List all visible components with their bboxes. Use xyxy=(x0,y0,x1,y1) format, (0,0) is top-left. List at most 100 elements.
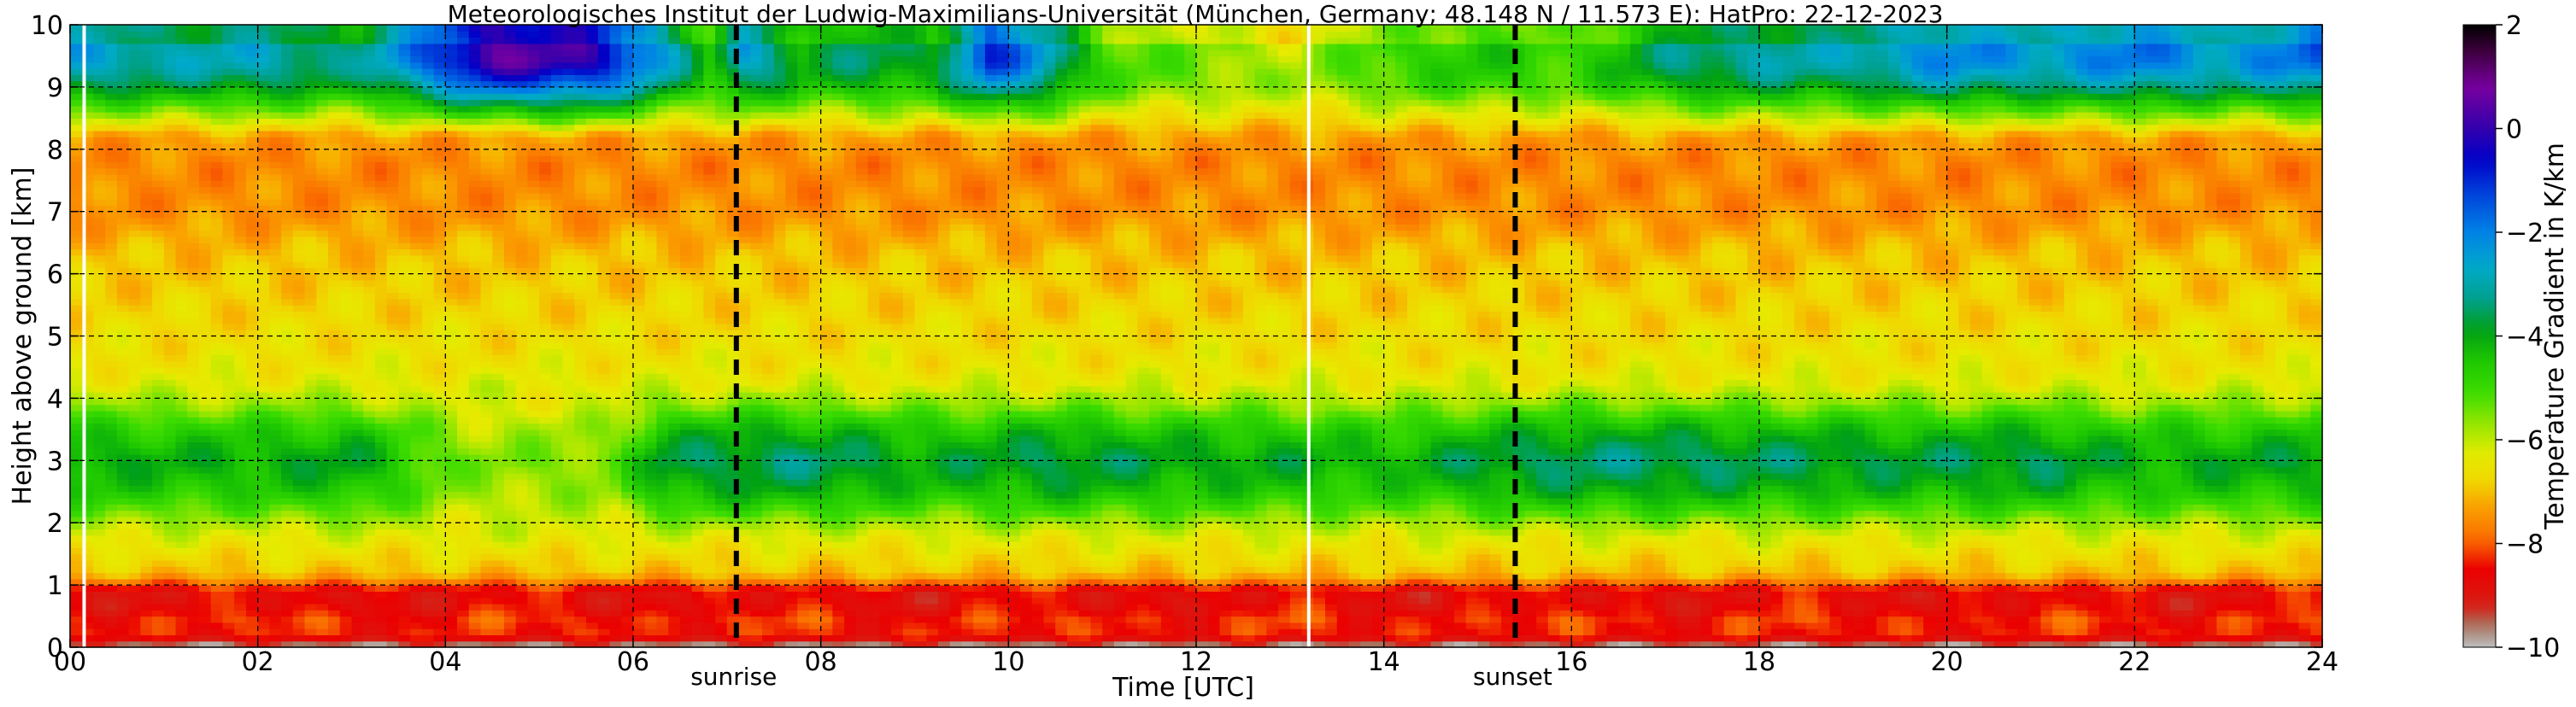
heatmap-cell xyxy=(515,628,529,636)
heatmap-cell xyxy=(644,254,658,262)
heatmap-cell xyxy=(410,161,423,169)
heatmap-cell xyxy=(457,510,470,517)
heatmap-cell xyxy=(152,379,165,387)
heatmap-cell xyxy=(644,211,658,219)
heatmap-cell xyxy=(445,137,458,144)
heatmap-cell xyxy=(539,640,552,648)
heatmap-cell xyxy=(503,330,517,337)
heatmap-cell xyxy=(222,640,235,648)
heatmap-cell xyxy=(597,286,611,294)
heatmap-cell xyxy=(374,479,388,487)
heatmap-cell xyxy=(93,80,106,88)
heatmap-cell xyxy=(70,143,83,150)
heatmap-cell xyxy=(234,80,247,88)
heatmap-cell xyxy=(468,516,482,523)
heatmap-cell xyxy=(105,398,118,406)
heatmap-cell xyxy=(410,529,423,536)
heatmap-cell xyxy=(199,553,212,561)
heatmap-cell xyxy=(374,392,388,399)
heatmap-cell xyxy=(574,610,587,617)
heatmap-cell xyxy=(140,56,153,63)
heatmap-cell xyxy=(457,242,470,250)
heatmap-cell xyxy=(304,447,317,455)
heatmap-cell xyxy=(81,186,95,194)
heatmap-cell xyxy=(550,622,564,629)
heatmap-cell xyxy=(210,130,224,137)
heatmap-cell xyxy=(116,192,130,200)
heatmap-cell xyxy=(633,578,646,586)
heatmap-cell xyxy=(597,541,611,548)
heatmap-cell xyxy=(81,261,95,268)
heatmap-cell xyxy=(609,173,622,181)
heatmap-cell xyxy=(480,541,493,548)
heatmap-cell xyxy=(93,491,106,499)
heatmap-cell xyxy=(421,404,435,412)
heatmap-cell xyxy=(93,485,106,493)
heatmap-cell xyxy=(210,429,224,436)
heatmap-cell xyxy=(152,105,165,113)
heatmap-cell xyxy=(328,230,341,237)
heatmap-cell xyxy=(386,603,400,611)
heatmap-cell xyxy=(621,523,634,530)
heatmap-cell xyxy=(562,373,575,381)
heatmap-cell xyxy=(644,622,658,629)
heatmap-cell xyxy=(128,230,141,237)
heatmap-cell xyxy=(281,392,294,399)
heatmap-cell xyxy=(398,510,411,517)
heatmap-cell xyxy=(93,559,106,567)
heatmap-cell xyxy=(515,523,529,530)
heatmap-cell xyxy=(292,491,306,499)
heatmap-cell xyxy=(116,640,130,648)
heatmap-cell xyxy=(281,130,294,137)
heatmap-cell xyxy=(339,180,353,188)
heatmap-cell xyxy=(140,224,153,231)
heatmap-cell xyxy=(492,628,505,636)
heatmap-cell xyxy=(398,180,411,188)
heatmap-cell xyxy=(152,323,165,330)
heatmap-cell xyxy=(644,199,658,207)
heatmap-cell xyxy=(410,479,423,487)
heatmap-cell xyxy=(550,105,564,113)
heatmap-cell xyxy=(562,603,575,611)
heatmap-cell xyxy=(527,342,540,349)
heatmap-cell xyxy=(621,254,634,262)
heatmap-cell xyxy=(386,529,400,536)
heatmap-cell xyxy=(468,523,482,530)
heatmap-cell xyxy=(351,385,364,393)
heatmap-cell xyxy=(222,479,235,487)
heatmap-cell xyxy=(328,167,341,175)
heatmap-cell xyxy=(621,124,634,131)
heatmap-cell xyxy=(586,192,599,200)
heatmap-cell xyxy=(633,267,646,275)
heatmap-cell xyxy=(187,628,200,636)
heatmap-cell xyxy=(457,404,470,412)
heatmap-cell xyxy=(398,305,411,312)
heatmap-cell xyxy=(163,541,177,548)
heatmap-cell xyxy=(281,279,294,287)
heatmap-cell xyxy=(586,68,599,75)
heatmap-cell xyxy=(187,149,200,156)
heatmap-cell xyxy=(257,205,270,213)
heatmap-cell xyxy=(457,273,470,281)
heatmap-cell xyxy=(539,504,552,511)
heatmap-cell xyxy=(328,261,341,268)
heatmap-cell xyxy=(351,603,364,611)
heatmap-cell xyxy=(245,261,259,268)
heatmap-cell xyxy=(386,392,400,399)
heatmap-cell xyxy=(586,479,599,487)
heatmap-cell xyxy=(586,130,599,137)
heatmap-cell xyxy=(386,112,400,119)
heatmap-cell xyxy=(316,441,329,449)
heatmap-cell xyxy=(515,155,529,162)
heatmap-cell xyxy=(234,224,247,231)
heatmap-cell xyxy=(328,410,341,418)
heatmap-cell xyxy=(245,360,259,368)
heatmap-cell xyxy=(480,224,493,231)
heatmap-cell xyxy=(503,640,517,648)
heatmap-cell xyxy=(457,547,470,555)
heatmap-cell xyxy=(445,80,458,88)
heatmap-cell xyxy=(410,447,423,455)
heatmap-cell xyxy=(304,578,317,586)
heatmap-cell xyxy=(503,180,517,188)
